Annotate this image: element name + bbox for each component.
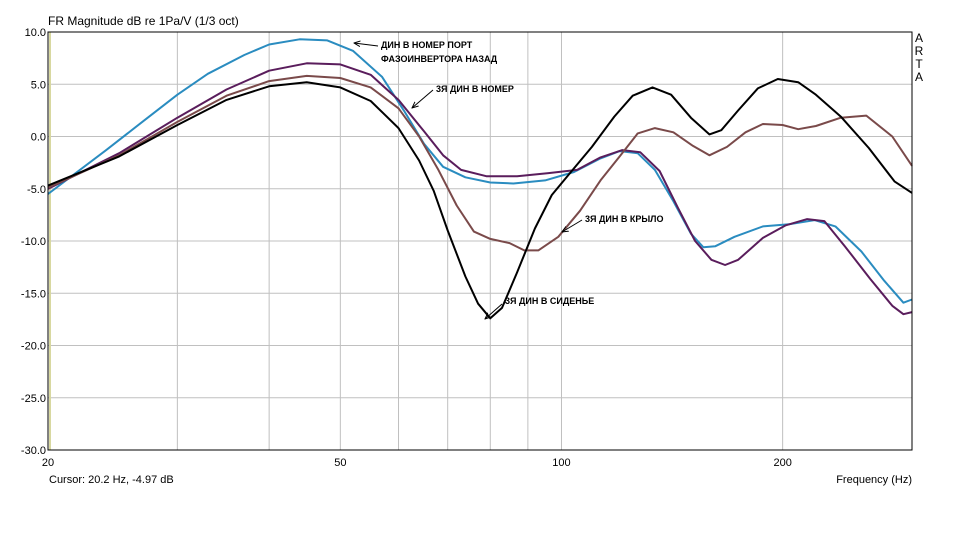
series-group [47,38,913,320]
annotation-label: 3Я ДИН В СИДЕНЬЕ [505,296,594,306]
y-tick-label: -30.0 [21,445,46,457]
y-tick-label: -25.0 [21,393,46,405]
series-line-4 [47,78,913,320]
annotation-arrow [354,43,379,46]
plot-frame [47,31,913,451]
x-tick-label: 50 [334,457,346,469]
y-tick-label: 0.0 [31,132,46,144]
logo-letter: T [915,57,923,71]
y-tick-label: -20.0 [21,341,46,353]
series-line-3 [47,74,913,252]
logo-letter: A [915,31,923,45]
annotations: ДИН В НОМЕР ПОРТ ФАЗОИНВЕРТОРА НАЗАД 3Я ДИ… [354,40,663,319]
y-tick-label: -5.0 [27,184,46,196]
x-tick-label: 20 [42,457,54,469]
grid [48,31,913,451]
logo-letter: R [915,44,924,58]
x-tick-label: 200 [773,457,791,469]
y-axis: 10.0 5.0 0.0 -5.0 -10.0 -15.0 -20.0 -25.0 -30.0 [21,27,46,457]
annotation-arrow [412,89,434,108]
y-tick-label: -10.0 [21,236,46,248]
annotation-arrow [485,303,503,319]
x-axis: 20 50 100 200 [42,457,792,469]
x-axis-label: Frequency (Hz) [836,474,912,486]
cursor-readout: Cursor: 20.2 Hz, -4.97 dB [49,474,174,486]
x-tick-label: 100 [552,457,570,469]
annotation-arrow [562,219,583,232]
y-tick-label: -15.0 [21,288,46,300]
y-tick-label: 5.0 [31,79,46,91]
chart-title: FR Magnitude dB re 1Pa/V (1/3 oct) [48,14,239,28]
plot-border [47,31,913,451]
annotation-label: 3Я ДИН В НОМЕР [436,84,514,94]
logo-letter: A [915,70,923,84]
series-line-2 [47,62,913,316]
annotation-label: 3Я ДИН В КРЫЛО [585,214,663,224]
annotation-label: ДИН В НОМЕР ПОРТ [381,40,473,50]
annotation-label: ФАЗОИНВЕРТОРА НАЗАД [381,54,498,64]
y-tick-label: 10.0 [25,27,46,39]
